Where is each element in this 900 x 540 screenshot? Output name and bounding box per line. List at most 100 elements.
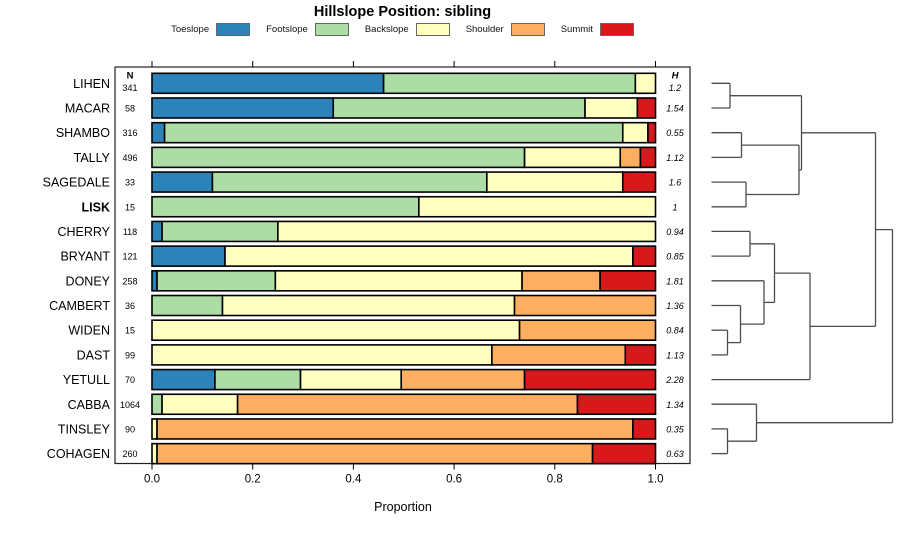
series-label: WIDEN	[68, 324, 110, 338]
series-label: CABBA	[68, 398, 111, 412]
chart-title: Hillslope Position: sibling	[313, 4, 492, 20]
bar-segment-shoulder	[513, 294, 657, 317]
legend-item-shoulder: Shoulder	[466, 23, 545, 36]
bar-segment-backslope	[299, 368, 403, 391]
bar-segment-footslope	[156, 270, 277, 292]
h-value: 1.13	[666, 350, 684, 360]
bar-segment-toeslope	[151, 97, 335, 119]
series-label: CAMBERT	[49, 299, 110, 313]
stacked-bars	[151, 72, 657, 465]
x-tick-label: 0.4	[345, 474, 362, 486]
bar-segment-backslope	[151, 344, 493, 366]
bar-segment-summit	[632, 245, 657, 267]
bar-segment-footslope	[161, 220, 279, 243]
h-value: 1.2	[669, 83, 682, 93]
n-value: 33	[125, 178, 135, 188]
legend-swatch	[510, 23, 545, 36]
bar-segment-footslope	[151, 146, 526, 169]
n-value: 15	[125, 202, 135, 212]
series-label: DAST	[77, 348, 111, 362]
bar-segment-footslope	[151, 294, 224, 317]
n-value: 341	[122, 83, 137, 93]
bar-segment-backslope	[221, 294, 516, 317]
series-label: SHAMBO	[56, 126, 110, 140]
series-label: LISK	[82, 200, 110, 214]
h-value: 2.28	[665, 375, 684, 385]
bar-segment-shoulder	[619, 146, 642, 169]
bar-segment-summit	[632, 418, 657, 440]
bar-segment-backslope	[277, 220, 657, 243]
series-label: COHAGEN	[47, 447, 110, 461]
legend-item-footslope: Footslope	[266, 23, 349, 36]
series-label: BRYANT	[60, 250, 110, 264]
legend-swatch	[216, 23, 251, 36]
n-value: 70	[125, 375, 135, 385]
legend-item-summit: Summit	[561, 23, 634, 36]
n-value: 260	[122, 449, 137, 459]
bar-segment-summit	[624, 344, 657, 366]
legend-label: Backslope	[364, 24, 409, 35]
legend-swatch	[415, 23, 450, 36]
n-value: 1064	[120, 400, 140, 410]
h-value: 1.12	[666, 153, 684, 163]
bar-segment-footslope	[211, 171, 488, 193]
n-value: 496	[122, 153, 137, 163]
bar-segment-backslope	[151, 319, 521, 342]
bar-segment-shoulder	[521, 270, 601, 292]
n-value: 36	[125, 301, 135, 311]
bar-segment-shoulder	[156, 418, 634, 440]
n-column-header: N	[127, 70, 134, 81]
bar-segment-toeslope	[151, 171, 214, 193]
bar-segment-toeslope	[151, 220, 163, 243]
h-value: 0.94	[666, 227, 684, 237]
bar-segment-backslope	[418, 195, 657, 218]
bar-segment-backslope	[523, 146, 622, 169]
series-label: CHERRY	[57, 225, 110, 239]
bar-segment-footslope	[382, 72, 637, 95]
legend-swatch	[314, 23, 349, 36]
x-tick-label: 0.2	[245, 474, 261, 486]
bar-segment-summit	[599, 270, 657, 292]
legend-label: Shoulder	[465, 24, 504, 35]
series-label: TINSLEY	[58, 422, 111, 436]
x-tick-label: 0.0	[144, 474, 160, 486]
bar-segment-summit	[523, 368, 657, 391]
bar-segment-shoulder	[156, 442, 594, 465]
x-tick-label: 1.0	[648, 474, 664, 486]
bar-segment-backslope	[584, 97, 639, 119]
series-label: MACAR	[65, 101, 110, 115]
bar-segment-toeslope	[151, 368, 216, 391]
bar-segment-summit	[576, 393, 657, 416]
h-value: 1.6	[669, 178, 682, 188]
h-value: 1.54	[666, 103, 684, 113]
n-value: 99	[125, 350, 135, 360]
x-axis-title: Proportion	[374, 500, 432, 514]
bar-segment-shoulder	[236, 393, 579, 416]
series-label: TALLY	[74, 151, 111, 165]
n-value: 121	[122, 252, 137, 262]
h-value: 1.34	[666, 400, 684, 410]
bar-segment-toeslope	[151, 72, 385, 95]
bar-segment-shoulder	[400, 368, 526, 391]
legend-label: Footslope	[266, 24, 308, 35]
h-value: 0.55	[666, 128, 685, 138]
bar-segment-summit	[591, 442, 657, 465]
legend-item-toeslope: Toeslope	[171, 23, 251, 36]
bar-segment-toeslope	[151, 245, 226, 267]
dendrogram	[711, 82, 894, 455]
bar-segment-toeslope	[151, 121, 166, 144]
n-value: 118	[123, 227, 137, 237]
series-label: SAGEDALE	[43, 176, 110, 190]
bar-segment-summit	[621, 171, 657, 193]
legend: Toeslope Footslope Backslope Shoulder Summit	[115, 23, 690, 36]
bar-segment-backslope	[224, 245, 634, 267]
h-value: 1	[672, 202, 677, 212]
n-value: 15	[125, 326, 135, 336]
legend-swatch	[599, 23, 634, 36]
bar-segment-footslope	[151, 393, 163, 416]
n-value: 316	[122, 128, 137, 138]
bar-segment-backslope	[621, 121, 649, 144]
bar-segment-summit	[639, 146, 657, 169]
